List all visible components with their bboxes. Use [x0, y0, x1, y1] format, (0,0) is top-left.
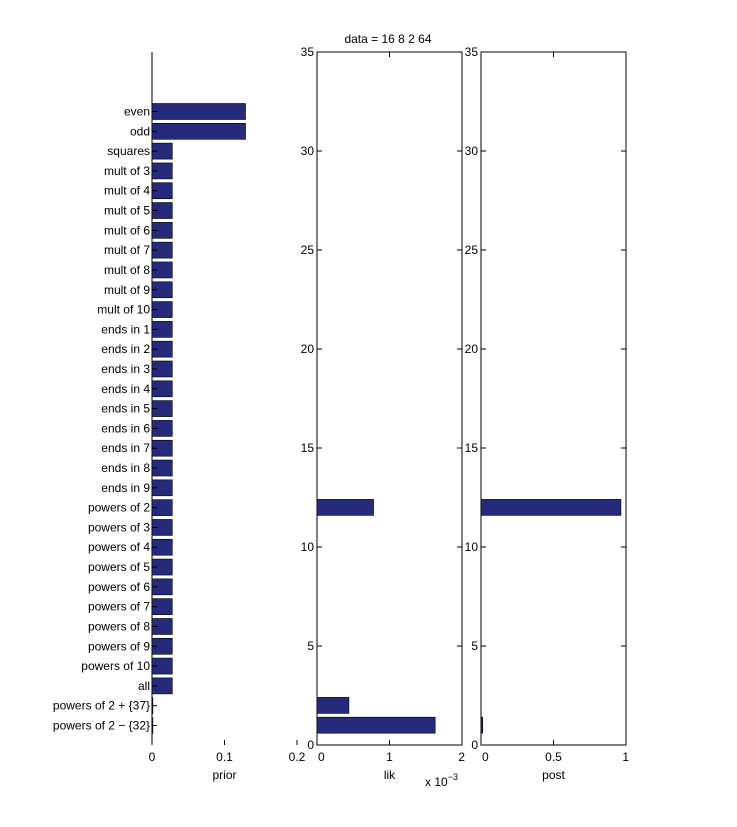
- post-axes-box: [480, 51, 627, 746]
- prior-category-label: mult of 8: [104, 263, 150, 277]
- prior-category-label: mult of 9: [104, 283, 150, 297]
- post-x-label: post: [542, 768, 565, 782]
- lik-y-tick-label: 5: [307, 639, 314, 653]
- lik-axes-box: [316, 51, 463, 746]
- post-panel: 0 5 10 15 20 25 30 35 0 0.5 1 post: [465, 45, 630, 782]
- post-bar: [480, 499, 622, 516]
- prior-category-label: powers of 2 + {37}: [53, 699, 150, 713]
- prior-category-label: ends in 6: [101, 421, 150, 435]
- prior-x-label: prior: [212, 768, 236, 782]
- prior-bar: [151, 103, 246, 120]
- prior-category-label: mult of 4: [104, 184, 150, 198]
- prior-category-label: powers of 2 − {32}: [53, 719, 150, 733]
- lik-panel: 0 5 10 15 20 25 30 35 0 1 2 lik x 10−3: [301, 45, 466, 789]
- prior-category-label: powers of 3: [88, 520, 150, 534]
- lik-y-tick-label: 0: [307, 738, 314, 752]
- post-y-tick-label: 5: [471, 639, 478, 653]
- prior-category-label: ends in 2: [101, 342, 150, 356]
- prior-category-label: all: [138, 679, 150, 693]
- post-y-tick-label: 30: [465, 144, 479, 158]
- lik-y-tick-label: 30: [301, 144, 315, 158]
- post-bar: [480, 716, 484, 734]
- prior-category-label: ends in 1: [101, 322, 150, 336]
- prior-category-label: mult of 7: [104, 243, 150, 257]
- prior-category-label: ends in 7: [101, 441, 150, 455]
- post-x-tick-label: 1: [622, 750, 629, 764]
- prior-category-label: powers of 6: [88, 580, 150, 594]
- prior-category-label: powers of 10: [81, 659, 150, 673]
- prior-category-label: mult of 5: [104, 204, 150, 218]
- prior-category-label: powers of 8: [88, 619, 150, 633]
- prior-x-tick-label: 0.1: [216, 750, 233, 764]
- prior-category-label: squares: [107, 144, 150, 158]
- lik-x-tick-label: 2: [458, 750, 465, 764]
- prior-bar: [151, 123, 246, 140]
- lik-x-label: lik: [384, 768, 396, 782]
- lik-y-tick-label: 20: [301, 342, 315, 356]
- prior-x-tick-label: 0: [149, 750, 156, 764]
- post-y-tick-label: 0: [471, 738, 478, 752]
- prior-category-label: powers of 7: [88, 600, 150, 614]
- prior-x-tick-label: 0.2: [289, 750, 306, 764]
- lik-y-tick-label: 10: [301, 540, 315, 554]
- post-y-tick-label: 20: [465, 342, 479, 356]
- lik-x-tick-label: 1: [386, 750, 393, 764]
- lik-bar: [316, 716, 436, 734]
- lik-y-tick-label: 15: [301, 441, 315, 455]
- lik-y-tick-label: 35: [301, 45, 315, 59]
- prior-category-label: powers of 4: [88, 540, 150, 554]
- prior-category-label: ends in 5: [101, 402, 150, 416]
- post-x-tick-label: 0: [482, 750, 489, 764]
- lik-y-tick-label: 25: [301, 243, 315, 257]
- lik-x-tick-label: 0: [318, 750, 325, 764]
- prior-category-label: powers of 9: [88, 639, 150, 653]
- lik-exponent-label: x 10−3: [425, 772, 458, 789]
- prior-category-label: even: [124, 105, 150, 119]
- prior-category-label: mult of 10: [97, 303, 150, 317]
- post-y-tick-label: 15: [465, 441, 479, 455]
- prior-category-label: ends in 9: [101, 481, 150, 495]
- post-y-tick-label: 10: [465, 540, 479, 554]
- post-y-tick-label: 35: [465, 45, 479, 59]
- figure-title: data = 16 8 2 64: [344, 32, 431, 46]
- post-y-tick-label: 25: [465, 243, 479, 257]
- prior-category-label: ends in 3: [101, 362, 150, 376]
- lik-bar: [316, 697, 350, 714]
- prior-category-label: mult of 6: [104, 223, 150, 237]
- prior-category-label: odd: [130, 124, 150, 138]
- prior-category-label: ends in 4: [101, 382, 150, 396]
- prior-panel: even odd squares mult of 3 mult of 4 mult of …: [53, 52, 306, 782]
- prior-category-label: mult of 3: [104, 164, 150, 178]
- prior-category-label: powers of 2: [88, 501, 150, 515]
- prior-category-label: powers of 5: [88, 560, 150, 574]
- post-x-tick-label: 0.5: [545, 750, 562, 764]
- prior-category-label: ends in 8: [101, 461, 150, 475]
- lik-bar: [316, 499, 374, 516]
